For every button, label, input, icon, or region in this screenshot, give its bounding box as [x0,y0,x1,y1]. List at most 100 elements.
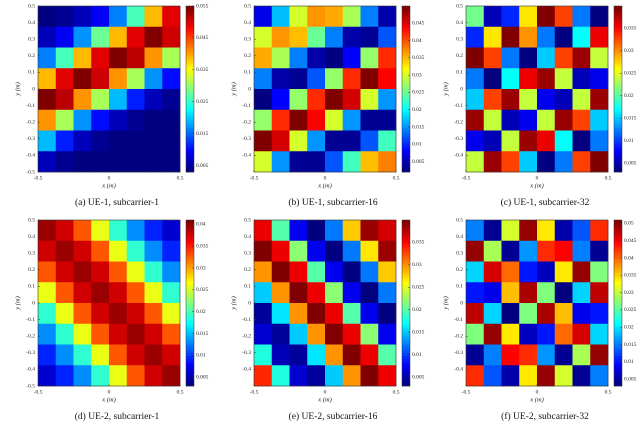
heatmap-cell [91,323,110,345]
heatmap-cell [537,68,556,90]
colorbar-band [186,289,194,293]
colorbar-band [186,372,194,376]
y-tick-label: 0.3 [28,250,35,256]
heatmap-cell [91,130,110,152]
heatmap-cell [572,303,591,325]
heatmap-cell [325,303,344,325]
heatmap-cell [144,344,163,366]
heatmap-cell [91,47,110,69]
colorbar-band [402,319,410,323]
colorbar-band [402,102,410,106]
y-tick-label: 0.2 [456,267,463,273]
x-axis-label: x (m) [101,182,116,189]
heatmap-cell [501,261,520,283]
colorbar-band [186,147,194,151]
heatmap-cell [144,261,163,283]
colorbar-band [614,350,622,354]
colorbar-band [186,244,194,248]
heatmap-cell [501,26,520,48]
heatmap-cell [325,365,344,387]
colorbar-band [614,116,622,120]
colorbar-band [614,341,622,345]
heatmap-cell [73,303,92,325]
colorbar-band [186,19,194,23]
heatmap-cell [38,344,57,366]
colorbar-tick-label: 0.005 [412,159,425,165]
colorbar-band [402,283,410,287]
heatmap-cell [307,303,326,325]
x-tick-label: -0.5 [462,175,471,181]
heatmap-cell [109,68,128,90]
x-tick-label: 0 [536,175,539,181]
heatmap-cell [466,344,485,366]
heatmap-cell [325,344,344,366]
colorbar-band [614,333,622,337]
heatmap-cell [554,344,573,366]
heatmap-cell [378,303,397,325]
y-tick-label: -0.2 [242,333,251,339]
colorbar-band [402,89,410,93]
colorbar-band [186,322,194,326]
y-tick-label: -0.1 [454,103,463,109]
heatmap-cell [38,6,57,28]
colorbar-band [614,316,622,320]
colorbar-frame [401,5,411,173]
heatmap-cell [554,6,573,28]
heatmap-cell [91,240,110,262]
colorbar-band [402,231,410,235]
heatmap-cell [91,68,110,90]
colorbar-band [402,308,410,312]
heatmap-cell [254,344,273,366]
heatmap-cell [360,261,379,283]
colorbar-band [402,80,410,84]
y-tick-label: 0 [32,300,35,306]
heatmap-cell [289,109,308,131]
colorbar-band [614,17,622,21]
heatmap-cell [590,109,609,131]
heatmap-cell [38,26,57,48]
colorbar-band [402,47,410,51]
colorbar-band [402,338,410,343]
colorbar-band [614,300,622,304]
colorbar-band [186,122,194,126]
y-tick-label: -0.1 [242,317,251,323]
heatmap-cell [73,151,92,173]
y-tick-label: 0.5 [244,3,251,9]
colorbar-band [402,305,410,309]
y-tick-label: -0.3 [454,350,463,356]
colorbar-band [402,50,410,54]
colorbar-band [186,28,194,32]
colorbar-tick-label: 0.04 [196,222,206,228]
colorbar-tick-label: 0.01 [412,352,422,358]
y-axis-label: y (m) [14,82,21,97]
colorbar-band [186,124,194,129]
colorbar-band [402,133,410,137]
colorbar-band [614,305,622,309]
heatmap-cell [483,68,502,90]
heatmap-cell [307,130,326,152]
x-tick-label: 0 [324,389,327,395]
heatmap-cell [109,323,128,345]
heatmap-cell [271,220,290,242]
heatmap-cell [55,220,74,242]
heatmap-cell [109,109,128,131]
heatmap-cell [271,130,290,152]
colorbar-band [186,330,194,334]
colorbar-band [402,94,410,98]
heatmap-cell [126,344,145,366]
heatmap-cell [144,365,163,387]
heatmap-cell [537,344,556,366]
colorbar-band [402,242,410,246]
heatmap-cell [55,47,74,69]
heatmap-cell [360,282,379,304]
y-tick-label: -0.4 [242,367,251,373]
y-tick-label: 0.1 [28,70,35,76]
heatmap-cell [325,68,344,90]
heatmap-cell [109,303,128,325]
heatmap-cell [501,68,520,90]
heatmap-cell [109,220,128,242]
heatmap-cell [91,303,110,325]
colorbar-band [614,166,622,170]
colorbar-band [614,127,622,131]
colorbar-band [402,122,410,126]
